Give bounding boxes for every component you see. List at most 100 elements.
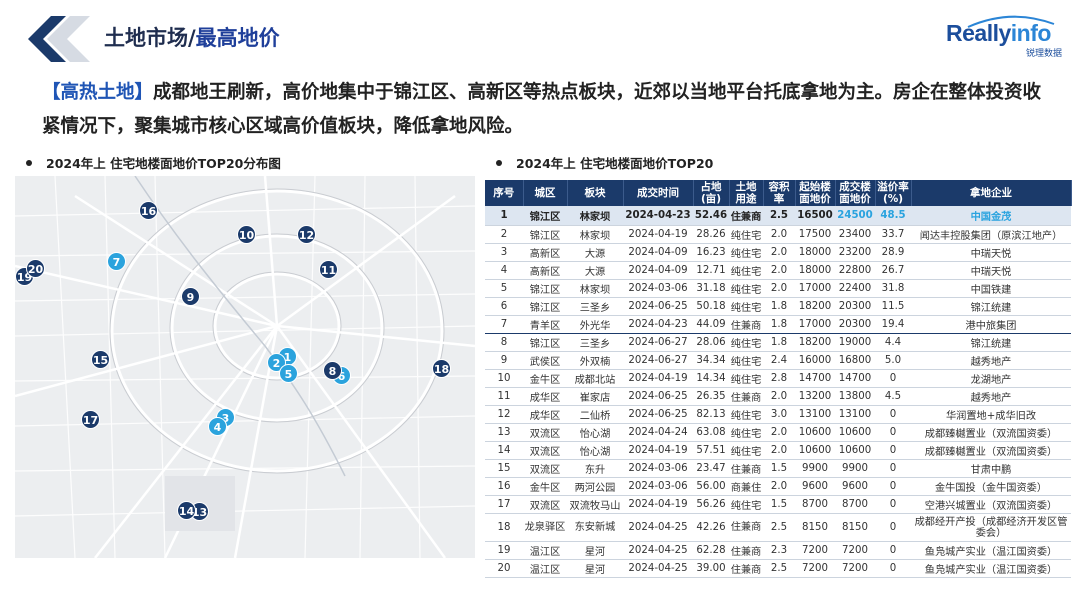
table-cell: 28.26 [693, 225, 729, 244]
table-cell: 0 [875, 477, 911, 496]
column-header: 成交时间 [623, 180, 694, 206]
table-cell: 3.0 [763, 405, 795, 424]
table-cell: 2024-04-24 [623, 423, 693, 442]
table-row: 18 龙泉驿区 东安新城 2024-04-25 42.26 住兼商 2.5 8150 8150 0… [485, 513, 1071, 542]
table-cell: 锦江区 [523, 297, 567, 316]
table-cell: 7200 [795, 559, 835, 578]
column-header: 土地用途 [729, 180, 764, 206]
table-cell: 63.08 [693, 423, 729, 442]
logo-arc-icon [967, 15, 1055, 28]
land-price-map[interactable]: 1 2 3 4 5 6 7 8 9 10 11 12 13 14 15 16 1… [15, 176, 475, 558]
table-cell: 1.8 [763, 315, 795, 334]
map-pin-17[interactable]: 17 [81, 410, 100, 429]
table-cell: 22800 [835, 261, 875, 280]
column-header: 拿地企业 [911, 180, 1072, 206]
table-cell: 闻达丰控股集团（原滨江地产） [911, 225, 1071, 244]
table-cell: 3 [485, 243, 523, 262]
bullet-icon [26, 159, 32, 166]
table-cell: 华润置地+成华旧改 [911, 405, 1071, 424]
table-cell: 外光华 [567, 315, 623, 334]
table-cell: 15 [485, 459, 523, 478]
map-pin-4[interactable]: 4 [208, 417, 227, 436]
table-cell: 4 [485, 261, 523, 280]
map-pin-14[interactable]: 14 [177, 501, 196, 520]
table-cell: 成都臻樾置业（双流国资委） [911, 423, 1071, 442]
table-cell: 怡心湖 [567, 423, 623, 442]
map-pin-5[interactable]: 5 [279, 364, 298, 383]
table-cell: 28.9 [875, 243, 911, 262]
table-cell: 2024-06-25 [623, 297, 693, 316]
table-cell: 1.8 [763, 297, 795, 316]
table-cell: 商兼住 [729, 477, 763, 496]
table-cell: 8150 [795, 513, 835, 542]
table-cell: 5.0 [875, 351, 911, 370]
table-header-row: 序号 城区 板块 成交时间 占地(亩) 土地用途 容积率 起始楼面地价 成交楼面… [485, 180, 1072, 206]
table-cell: 2.0 [763, 441, 795, 460]
table-row: 13 双流区 怡心湖 2024-04-24 63.08 纯住宅 2.0 10600 10600 0… [485, 423, 1071, 442]
table-row: 2 锦江区 林家坝 2024-04-19 28.26 纯住宅 2.0 17500 23400 33… [485, 225, 1071, 244]
map-pin-9[interactable]: 9 [181, 287, 200, 306]
table-row: 11 成华区 崔家店 2024-06-25 26.35 住兼商 2.0 13200 13800 4… [485, 387, 1071, 406]
map-pin-20[interactable]: 20 [26, 259, 45, 278]
table-cell: 18200 [795, 297, 835, 316]
table-cell: 住兼商 [729, 315, 763, 334]
table-cell: 大源 [567, 243, 623, 262]
table-cell: 16500 [795, 206, 835, 226]
table-cell: 越秀地产 [911, 387, 1071, 406]
map-pin-18[interactable]: 18 [432, 359, 451, 378]
table-cell: 42.26 [693, 513, 729, 542]
table-cell: 2024-04-19 [623, 369, 693, 388]
table-cell: 19000 [835, 333, 875, 352]
map-pin-16[interactable]: 16 [139, 201, 158, 220]
table-cell: 1 [485, 206, 523, 226]
company-logo: Reallyinfo 锐理数据 [946, 15, 1066, 59]
table-row: 19 温江区 星河 2024-04-25 62.28 住兼商 2.3 7200 7200 0 鱼凫城… [485, 541, 1071, 560]
table-cell: 13800 [835, 387, 875, 406]
table-cell: 18000 [795, 261, 835, 280]
table-cell: 23400 [835, 225, 875, 244]
table-cell: 锦江区 [523, 279, 567, 298]
table-cell: 锦江区 [523, 206, 567, 226]
map-pin-8[interactable]: 8 [323, 361, 342, 380]
table-cell: 纯住宅 [729, 243, 763, 262]
table-cell: 双流区 [523, 441, 567, 460]
table-cell: 纯住宅 [729, 369, 763, 388]
map-pin-10[interactable]: 10 [237, 225, 256, 244]
table-cell: 武侯区 [523, 351, 567, 370]
table-row: 7 青羊区 外光华 2024-04-23 44.09 住兼商 1.8 17000 20300 19… [485, 315, 1071, 334]
table-cell: 2.0 [763, 243, 795, 262]
map-pin-11[interactable]: 11 [319, 260, 338, 279]
table-cell: 19.4 [875, 315, 911, 334]
table-cell: 2.5 [763, 559, 795, 578]
table-cell: 9 [485, 351, 523, 370]
table-cell: 中瑞天悦 [911, 261, 1071, 280]
table-cell: 锦江统建 [911, 333, 1071, 352]
table-cell: 56.00 [693, 477, 729, 496]
table-cell: 2.0 [763, 279, 795, 298]
map-pin-12[interactable]: 12 [297, 225, 316, 244]
table-cell: 7200 [835, 541, 875, 560]
table-cell: 纯住宅 [729, 423, 763, 442]
table-cell: 8 [485, 333, 523, 352]
table-cell: 0 [875, 559, 911, 578]
table-cell: 星河 [567, 559, 623, 578]
column-header: 成交楼面地价 [835, 180, 876, 206]
chevron-logo-icon [28, 16, 90, 62]
map-pin-15[interactable]: 15 [91, 350, 110, 369]
table-cell: 0 [875, 459, 911, 478]
table-cell: 怡心湖 [567, 441, 623, 460]
map-pin-7[interactable]: 7 [107, 252, 126, 271]
table-row: 17 双流区 双流牧马山 2024-04-19 56.26 纯住宅 1.5 8700 8700 0… [485, 495, 1071, 514]
table-cell: 双流区 [523, 459, 567, 478]
table-cell: 崔家店 [567, 387, 623, 406]
table-cell: 1.8 [763, 333, 795, 352]
table-cell: 14.34 [693, 369, 729, 388]
table-cell: 4.5 [875, 387, 911, 406]
table-cell: 57.51 [693, 441, 729, 460]
table-cell: 2024-03-06 [623, 279, 693, 298]
table-cell: 14700 [835, 369, 875, 388]
table-cell: 金牛区 [523, 477, 567, 496]
table-cell: 11 [485, 387, 523, 406]
table-cell: 50.18 [693, 297, 729, 316]
table-cell: 39.00 [693, 559, 729, 578]
